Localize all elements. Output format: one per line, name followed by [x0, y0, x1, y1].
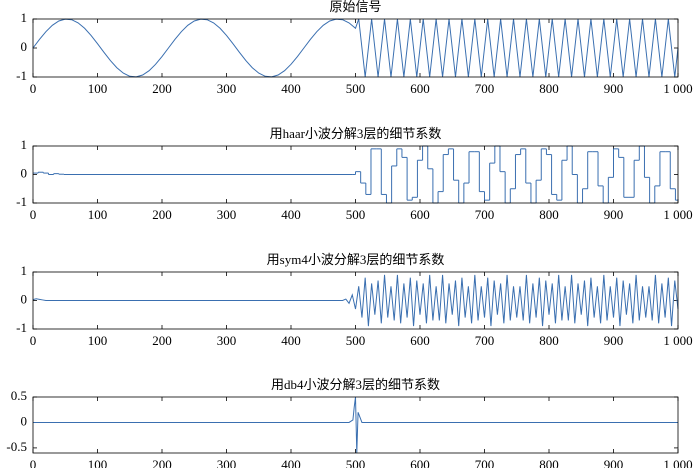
- x-tick-label: 800: [539, 457, 559, 468]
- signal-line: [32, 274, 679, 327]
- x-tick-label: 100: [88, 81, 108, 96]
- x-tick-label: 500: [346, 457, 366, 468]
- x-tick-label: 800: [539, 333, 559, 348]
- x-tick-label: 600: [410, 207, 430, 222]
- chart-title: 原始信号: [329, 0, 381, 14]
- x-tick-label: 600: [410, 457, 430, 468]
- y-tick-label: 1: [21, 10, 28, 25]
- x-tick-label: 900: [604, 457, 624, 468]
- x-tick-label: 1 000: [663, 81, 692, 96]
- x-tick-label: 1 000: [663, 333, 692, 348]
- x-tick-label: 700: [475, 457, 495, 468]
- x-tick-label: 1 000: [663, 207, 692, 222]
- x-tick-label: 300: [217, 457, 237, 468]
- plot-frame: [32, 271, 679, 330]
- x-tick-label: 100: [88, 457, 108, 468]
- chart-title: 用haar小波分解3层的细节系数: [270, 126, 442, 141]
- y-tick-label: 0: [21, 39, 28, 54]
- x-tick-label: 100: [88, 207, 108, 222]
- x-tick-label: 500: [346, 333, 366, 348]
- y-tick-label: 0: [21, 165, 28, 180]
- x-tick-label: 200: [152, 81, 172, 96]
- x-tick-label: 700: [475, 333, 495, 348]
- plot-frame: [32, 396, 679, 454]
- x-tick-label: 0: [30, 207, 37, 222]
- x-tick-label: 600: [410, 81, 430, 96]
- chart-title: 用db4小波分解3层的细节系数: [271, 377, 440, 392]
- x-tick-label: 200: [152, 457, 172, 468]
- x-tick-label: 900: [604, 207, 624, 222]
- y-tick-label: 1: [21, 137, 28, 152]
- x-tick-label: 500: [346, 81, 366, 96]
- y-tick-label: -1: [16, 320, 27, 335]
- y-tick-label: -1: [16, 68, 27, 83]
- y-tick-label: -0.5: [6, 439, 27, 454]
- signal-line: [33, 396, 678, 454]
- x-tick-label: 400: [281, 333, 301, 348]
- x-tick-label: 300: [217, 207, 237, 222]
- y-tick-label: 0: [21, 291, 28, 306]
- x-tick-label: 800: [539, 81, 559, 96]
- x-tick-label: 1 000: [663, 457, 692, 468]
- y-tick-label: 1: [21, 263, 28, 278]
- plot-frame: [32, 18, 679, 78]
- x-tick-label: 900: [604, 81, 624, 96]
- y-tick-label: 0: [21, 413, 28, 428]
- x-tick-label: 900: [604, 333, 624, 348]
- x-tick-label: 800: [539, 207, 559, 222]
- x-tick-label: 100: [88, 333, 108, 348]
- chart-title: 用sym4小波分解3层的细节系数: [267, 252, 445, 267]
- x-tick-label: 700: [475, 81, 495, 96]
- x-tick-label: 300: [217, 81, 237, 96]
- x-tick-label: 200: [152, 333, 172, 348]
- x-tick-label: 400: [281, 81, 301, 96]
- x-tick-label: 500: [346, 207, 366, 222]
- signal-line: [32, 18, 679, 78]
- x-tick-label: 700: [475, 207, 495, 222]
- x-tick-label: 400: [281, 207, 301, 222]
- y-tick-label: 0.5: [11, 388, 27, 403]
- x-tick-label: 0: [30, 81, 37, 96]
- plot-frame: [32, 145, 679, 204]
- x-tick-label: 0: [30, 333, 37, 348]
- x-tick-label: 600: [410, 333, 430, 348]
- x-tick-label: 400: [281, 457, 301, 468]
- x-tick-label: 300: [217, 333, 237, 348]
- x-tick-label: 0: [30, 457, 37, 468]
- y-tick-label: -1: [16, 194, 27, 209]
- x-tick-label: 200: [152, 207, 172, 222]
